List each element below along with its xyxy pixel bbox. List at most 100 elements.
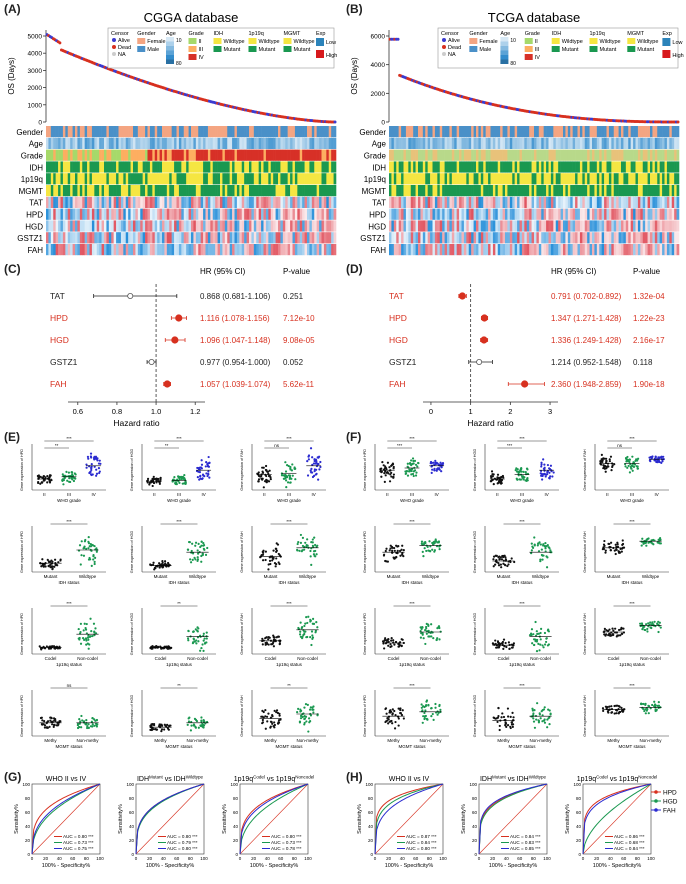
heatmap-cell (432, 244, 436, 256)
heatmap-cell (174, 185, 177, 197)
heatmap-cell (570, 149, 573, 161)
scatter-point (90, 465, 93, 468)
heatmap-cell (456, 173, 460, 185)
scatter-point (201, 725, 205, 729)
scatter-point (423, 547, 426, 550)
heatmap-cell (570, 161, 573, 173)
heatmap-cell (541, 126, 544, 138)
heatmap-cell (87, 196, 90, 208)
heatmap-cell (72, 244, 76, 256)
scatter-point (268, 559, 272, 562)
heatmap-cell (220, 232, 223, 244)
heatmap-cell (500, 126, 503, 138)
heatmap-cell (326, 196, 330, 208)
heatmap-cell (628, 137, 631, 149)
scatter-point (623, 462, 627, 466)
heatmap-cell (77, 149, 81, 161)
heatmap-cell (316, 149, 320, 161)
heatmap-cell (432, 126, 436, 138)
heatmap-cell (232, 244, 235, 256)
scatter-point (298, 721, 302, 724)
heatmap-cell (560, 149, 564, 161)
heatmap-cell (572, 126, 576, 138)
heatmap-cell (618, 244, 622, 256)
heatmap-cell (108, 220, 112, 232)
heatmap-cell (497, 173, 501, 185)
heatmap-cell (316, 161, 320, 173)
forest-ci-text: 1.096 (1.047-1.148) (200, 336, 271, 345)
heatmap-cell (408, 196, 412, 208)
legend-item: Mutant (294, 47, 311, 53)
heatmap-cell (468, 173, 472, 185)
heatmap-cell (229, 161, 233, 173)
heatmap-cell (473, 220, 477, 232)
scatter-point (150, 723, 153, 726)
heatmap-cell (430, 173, 433, 185)
heatmap-cell (198, 196, 201, 208)
heatmap-cell (191, 185, 194, 197)
heatmap-cell (82, 149, 85, 161)
scatter-point (304, 630, 307, 633)
heatmap-cell (463, 208, 467, 220)
heatmap-cell (91, 232, 95, 244)
scatter-point (177, 476, 181, 479)
heatmap-cell (517, 208, 520, 220)
scatter-point (189, 561, 193, 564)
scatter-group-label: III (630, 492, 634, 497)
scatter-point (311, 538, 314, 541)
heatmap-cell (323, 220, 327, 232)
heatmap-cell (512, 196, 515, 208)
scatter-point (604, 470, 607, 473)
heatmap-cell (178, 126, 182, 138)
heatmap-cell (125, 244, 129, 256)
heatmap-cell (321, 196, 325, 208)
scatter-point (284, 461, 287, 464)
heatmap-cell (176, 185, 180, 197)
scatter-point (85, 719, 88, 722)
heatmap-cell (142, 173, 146, 185)
heatmap-cell (275, 126, 279, 138)
heatmap-cell (210, 173, 214, 185)
heatmap-cell (290, 208, 293, 220)
heatmap-cell (290, 137, 293, 149)
heatmap-cell (84, 137, 88, 149)
heatmap-cell (514, 232, 518, 244)
heatmap-cell (181, 149, 185, 161)
heatmap-cell (625, 173, 629, 185)
heatmap-cell (512, 137, 515, 149)
heatmap-cell (442, 196, 445, 208)
heatmap-cell (157, 161, 160, 173)
heatmap-cell (553, 149, 557, 161)
heatmap-cell (613, 196, 617, 208)
scatter-point (396, 549, 399, 552)
heatmap-cell (186, 149, 189, 161)
heatmap-cell (536, 208, 540, 220)
heatmap-cell (647, 137, 651, 149)
scatter-point (504, 564, 507, 567)
heatmap-cell (290, 244, 293, 256)
heatmap-cell (154, 126, 158, 138)
heatmap-cell (302, 196, 305, 208)
heatmap-cell (46, 220, 49, 232)
heatmap-cell (415, 126, 419, 138)
heatmap-cell (637, 137, 641, 149)
heatmap-cell (480, 173, 484, 185)
heatmap-cell (454, 149, 457, 161)
heatmap-cell (401, 244, 404, 256)
forest-ci-text: 1.347 (1.271-1.428) (551, 314, 622, 323)
heatmap-cell (314, 126, 317, 138)
heatmap-cell (212, 137, 216, 149)
heatmap-cell (145, 161, 148, 173)
heatmap-cell (642, 137, 646, 149)
heatmap-cell (570, 220, 573, 232)
scatter-point (297, 707, 300, 710)
heatmap-cell (476, 149, 479, 161)
heatmap-cell (331, 244, 334, 256)
heatmap-cell (425, 244, 428, 256)
forest-x-tick-label: 0.6 (73, 407, 83, 416)
scatter-point (540, 461, 543, 464)
heatmap-cell (500, 244, 503, 256)
heatmap-cell (67, 149, 71, 161)
legend-title: Exp (316, 31, 325, 37)
